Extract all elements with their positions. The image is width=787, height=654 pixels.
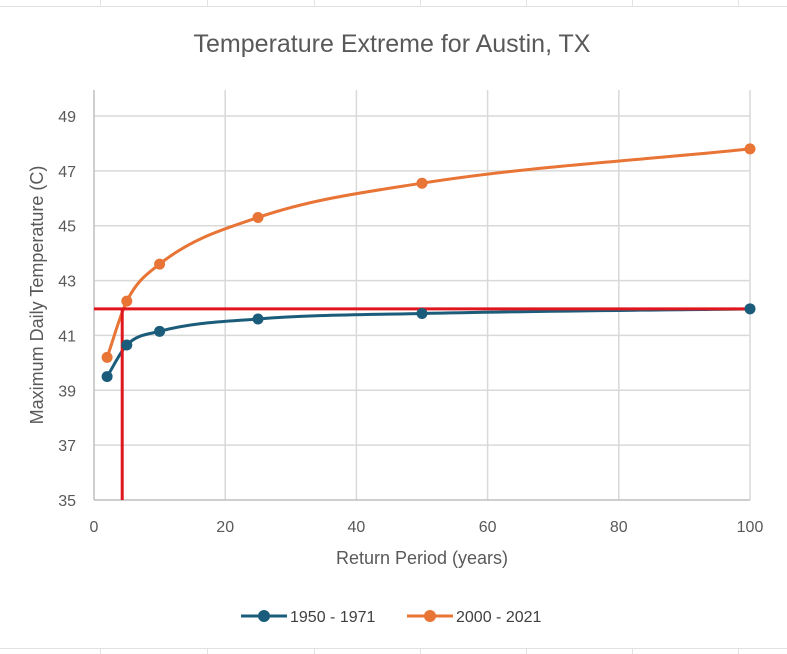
point-1950-1971-x50[interactable] xyxy=(416,307,428,319)
y-tick-45: 45 xyxy=(58,219,76,236)
gridlines xyxy=(94,90,751,500)
reference-lines xyxy=(94,307,750,500)
legend-marker-2000-2021 xyxy=(424,610,436,622)
point-2000-2021-x5[interactable] xyxy=(121,295,133,307)
y-tick-39: 39 xyxy=(58,383,76,400)
point-1950-1971-x10[interactable] xyxy=(154,325,166,337)
series-line-1950-1971 xyxy=(105,307,751,378)
data-markers xyxy=(101,143,756,383)
point-1950-1971-x100[interactable] xyxy=(744,303,756,315)
x-tick-60: 60 xyxy=(479,519,497,536)
legend-label-2000-2021: 2000 - 2021 xyxy=(456,609,542,626)
x-axis-title: Return Period (years) xyxy=(336,548,508,568)
point-2000-2021-x10[interactable] xyxy=(154,258,166,270)
point-2000-2021-x2[interactable] xyxy=(101,351,113,363)
x-tick-labels: 0 20 40 60 80 100 xyxy=(90,519,764,536)
y-tick-41: 41 xyxy=(58,328,76,345)
legend-entry-2000-2021[interactable]: 2000 - 2021 xyxy=(407,609,542,626)
point-2000-2021-x50[interactable] xyxy=(416,177,428,189)
y-tick-35: 35 xyxy=(58,493,76,510)
x-tick-80: 80 xyxy=(610,519,628,536)
legend-marker-1950-1971 xyxy=(258,610,270,622)
x-tick-20: 20 xyxy=(216,519,234,536)
point-1950-1971-x25[interactable] xyxy=(252,313,264,325)
point-2000-2021-x25[interactable] xyxy=(252,211,264,223)
point-1950-1971-x5[interactable] xyxy=(121,339,133,351)
y-tick-49: 49 xyxy=(58,109,76,126)
y-tick-labels: 35 37 39 41 43 45 47 49 xyxy=(58,109,76,510)
y-tick-43: 43 xyxy=(58,274,76,291)
legend-entry-1950-1971[interactable]: 1950 - 1971 xyxy=(241,609,376,626)
series-line-2000-2021 xyxy=(105,147,751,358)
point-1950-1971-x2[interactable] xyxy=(101,371,113,383)
series-lines xyxy=(105,147,751,378)
y-tick-37: 37 xyxy=(58,438,76,455)
point-2000-2021-x100[interactable] xyxy=(744,143,756,155)
x-tick-0: 0 xyxy=(90,519,99,536)
y-axis-title: Maximum Daily Temperature (C) xyxy=(27,166,47,425)
legend-label-1950-1971: 1950 - 1971 xyxy=(290,609,376,626)
y-tick-47: 47 xyxy=(58,164,76,181)
axes xyxy=(93,90,750,501)
legend: 1950 - 1971 2000 - 2021 xyxy=(241,609,542,626)
x-tick-100: 100 xyxy=(737,519,764,536)
x-tick-40: 40 xyxy=(348,519,366,536)
chart-title: Temperature Extreme for Austin, TX xyxy=(194,30,591,58)
